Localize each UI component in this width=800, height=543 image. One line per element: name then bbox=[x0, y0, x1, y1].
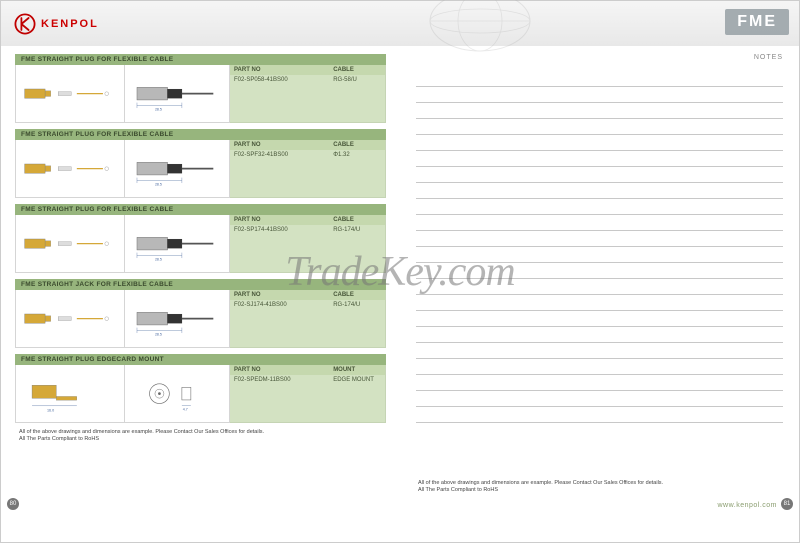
product-section: FME STRAIGHT JACK FOR FLEXIBLE CABLE 28.… bbox=[15, 279, 386, 348]
notes-heading: NOTES bbox=[414, 54, 785, 61]
catalog-spread: FME STRAIGHT PLUG FOR FLEXIBLE CABLE 28.… bbox=[1, 46, 799, 516]
svg-text:28.5: 28.5 bbox=[155, 183, 162, 187]
drawing-exploded bbox=[15, 65, 125, 123]
note-line bbox=[416, 151, 783, 167]
left-page: FME STRAIGHT PLUG FOR FLEXIBLE CABLE 28.… bbox=[1, 46, 400, 516]
section-title: FME STRAIGHT PLUG FOR FLEXIBLE CABLE bbox=[15, 204, 386, 215]
note-line bbox=[416, 103, 783, 119]
note-line bbox=[416, 407, 783, 423]
section-title: FME STRAIGHT PLUG FOR FLEXIBLE CABLE bbox=[15, 129, 386, 140]
notes-lines bbox=[414, 71, 785, 423]
page-number-right: 81 bbox=[781, 498, 793, 510]
spec-cable: Φ1.32 bbox=[329, 150, 385, 160]
note-line bbox=[416, 231, 783, 247]
brand-logo-wrap: KENPOL bbox=[1, 12, 99, 36]
drawing-assembled: 28.5 bbox=[125, 65, 230, 123]
note-line bbox=[416, 135, 783, 151]
drawing-assembled: 28.5 bbox=[125, 140, 230, 198]
product-section: FME STRAIGHT PLUG EDGECARD MOUNT 16.0 4.… bbox=[15, 354, 386, 423]
spec-partno: F02-SPF32-41BS00 bbox=[230, 150, 329, 160]
product-section: FME STRAIGHT PLUG FOR FLEXIBLE CABLE 28.… bbox=[15, 54, 386, 123]
spec-header-partno: PART NO bbox=[230, 290, 329, 300]
note-line bbox=[416, 327, 783, 343]
product-section: FME STRAIGHT PLUG FOR FLEXIBLE CABLE 28.… bbox=[15, 129, 386, 198]
svg-text:16.0: 16.0 bbox=[47, 408, 54, 412]
note-line bbox=[416, 263, 783, 279]
section-title: FME STRAIGHT JACK FOR FLEXIBLE CABLE bbox=[15, 279, 386, 290]
spec-table: PART NO CABLE F02-SPF32-41BS00 Φ1.32 bbox=[230, 140, 386, 198]
svg-text:28.5: 28.5 bbox=[155, 333, 162, 337]
drawing-assembled: 28.5 bbox=[125, 215, 230, 273]
spec-header-cable: CABLE bbox=[329, 215, 385, 225]
spec-header-cable: CABLE bbox=[329, 290, 385, 300]
footer-note-right: All of the above drawings and dimensions… bbox=[414, 480, 785, 494]
svg-text:4.7: 4.7 bbox=[182, 408, 187, 412]
note-line bbox=[416, 247, 783, 263]
website-url: www.kenpol.com bbox=[717, 502, 777, 509]
drawing-exploded bbox=[15, 290, 125, 348]
spec-header-cable: MOUNT bbox=[329, 365, 385, 375]
spec-partno: F02-SP058-41BS00 bbox=[230, 75, 329, 85]
spec-header-partno: PART NO bbox=[230, 65, 329, 75]
spec-header-partno: PART NO bbox=[230, 365, 329, 375]
spec-partno: F02-SPEDM-11BS00 bbox=[230, 375, 329, 385]
drawing-exploded bbox=[15, 140, 125, 198]
section-title: FME STRAIGHT PLUG FOR FLEXIBLE CABLE bbox=[15, 54, 386, 65]
note-line bbox=[416, 87, 783, 103]
spec-table: PART NO MOUNT F02-SPEDM-11BS00 EDGE MOUN… bbox=[230, 365, 386, 423]
note-line bbox=[416, 295, 783, 311]
product-section: FME STRAIGHT PLUG FOR FLEXIBLE CABLE 28.… bbox=[15, 204, 386, 273]
spec-table: PART NO CABLE F02-SP058-41BS00 RG-58/U bbox=[230, 65, 386, 123]
brand-name: KENPOL bbox=[41, 18, 99, 30]
right-page: NOTES All of the above drawings and dime… bbox=[400, 46, 799, 516]
spec-cable: EDGE MOUNT bbox=[329, 375, 385, 385]
note-line bbox=[416, 183, 783, 199]
spec-header-partno: PART NO bbox=[230, 215, 329, 225]
note-line bbox=[416, 71, 783, 87]
spec-partno: F02-SJ174-41BS00 bbox=[230, 300, 329, 310]
drawing-assembled: 4.7 bbox=[125, 365, 230, 423]
section-title: FME STRAIGHT PLUG EDGECARD MOUNT bbox=[15, 354, 386, 365]
catalog-header: KENPOL FME bbox=[1, 1, 799, 46]
page-number-left: 80 bbox=[7, 498, 19, 510]
note-line bbox=[416, 375, 783, 391]
svg-text:28.5: 28.5 bbox=[155, 258, 162, 262]
note-line bbox=[416, 391, 783, 407]
note-line bbox=[416, 279, 783, 295]
spec-partno: F02-SP174-41BS00 bbox=[230, 225, 329, 235]
note-line bbox=[416, 359, 783, 375]
footer-note-left: All of the above drawings and dimensions… bbox=[15, 429, 386, 443]
drawing-exploded: 16.0 bbox=[15, 365, 125, 423]
note-line bbox=[416, 119, 783, 135]
spec-cable: RG-58/U bbox=[329, 75, 385, 85]
spec-header-cable: CABLE bbox=[329, 65, 385, 75]
drawing-exploded bbox=[15, 215, 125, 273]
note-line bbox=[416, 167, 783, 183]
svg-text:28.5: 28.5 bbox=[155, 108, 162, 112]
drawing-assembled: 28.5 bbox=[125, 290, 230, 348]
spec-cable: RG-174/U bbox=[329, 225, 385, 235]
spec-header-partno: PART NO bbox=[230, 140, 329, 150]
spec-header-cable: CABLE bbox=[329, 140, 385, 150]
brand-logo-icon bbox=[13, 12, 37, 36]
note-line bbox=[416, 343, 783, 359]
spec-table: PART NO CABLE F02-SJ174-41BS00 RG-174/U bbox=[230, 290, 386, 348]
series-badge: FME bbox=[725, 9, 789, 35]
note-line bbox=[416, 215, 783, 231]
spec-table: PART NO CABLE F02-SP174-41BS00 RG-174/U bbox=[230, 215, 386, 273]
spec-cable: RG-174/U bbox=[329, 300, 385, 310]
note-line bbox=[416, 199, 783, 215]
note-line bbox=[416, 311, 783, 327]
